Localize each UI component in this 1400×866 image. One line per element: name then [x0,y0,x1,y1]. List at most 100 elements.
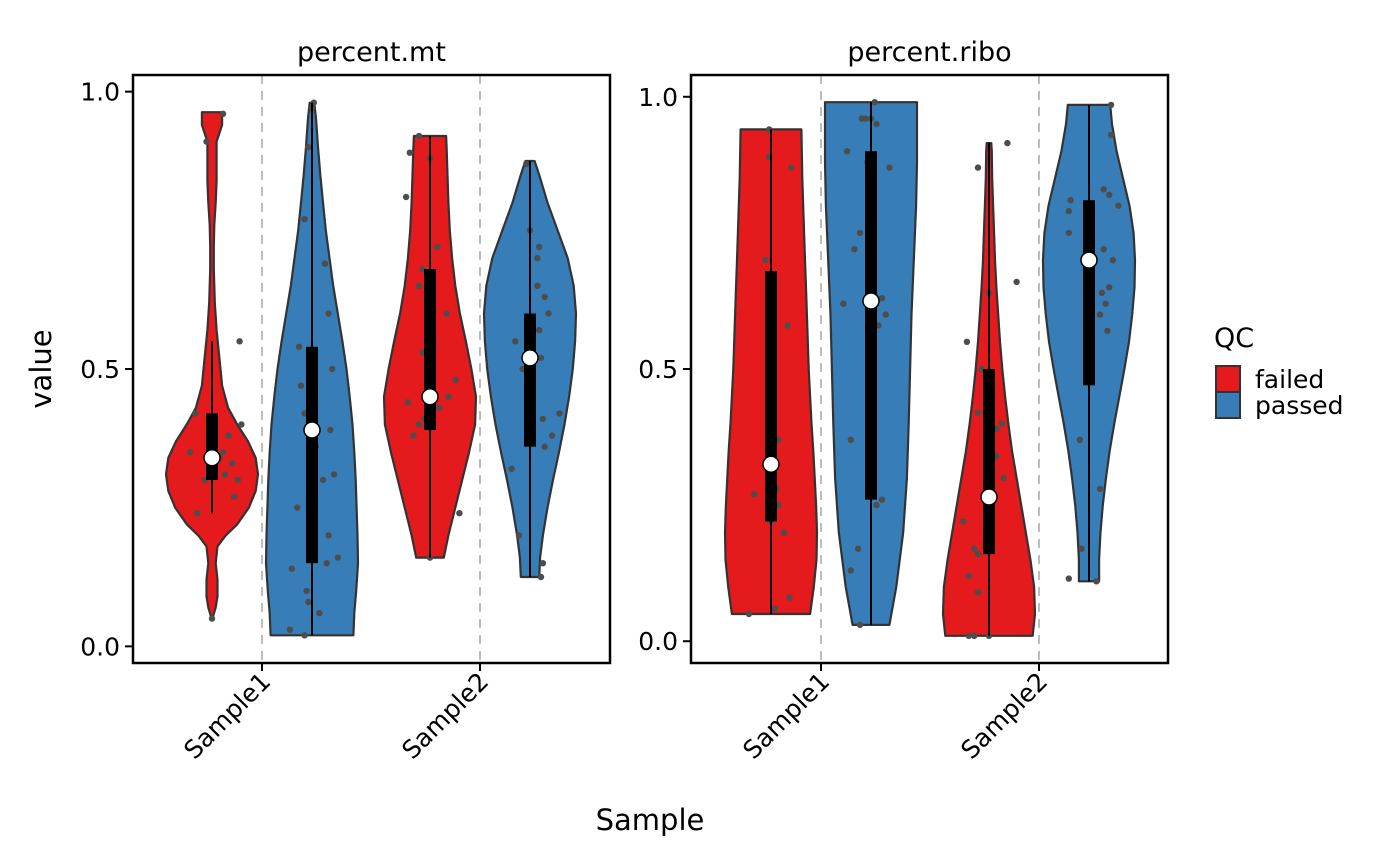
data-point [1076,436,1084,443]
data-point [508,465,515,472]
data-point [1065,207,1073,215]
data-point [1100,246,1107,253]
data-point [1104,327,1111,335]
data-point [856,229,864,237]
data-point [301,216,308,223]
data-point [788,164,795,171]
data-point [873,501,880,509]
data-point [843,148,851,155]
data-point [960,518,967,525]
data-point [295,343,303,350]
data-point [974,409,982,416]
data-point [327,426,334,434]
data-point [321,260,329,267]
data-point [786,594,793,601]
data-point [780,529,788,536]
data-point [548,432,556,439]
data-point [998,420,1006,427]
data-point [452,376,459,384]
data-point [329,365,336,373]
data-point [534,282,541,289]
y-axis-title: value [24,329,58,408]
panel-title: percent.ribo [847,37,1011,68]
data-point [771,605,778,612]
mean-marker [862,292,880,310]
data-point [847,567,854,574]
data-point [784,322,791,329]
mean-marker [203,449,221,467]
x-tick-label: Sample1 [737,667,835,765]
data-point [1013,278,1020,286]
legend-label-passed: passed [1255,391,1344,420]
data-point [1000,474,1007,482]
data-point [286,626,294,633]
data-point [323,560,330,567]
data-point [1115,202,1122,209]
violin-sample2-failed [941,139,1037,639]
violin-sample2-failed [382,132,478,561]
data-point [974,164,982,171]
mean-marker [1080,251,1098,269]
data-point [1078,545,1085,552]
data-point [194,510,201,517]
data-point [219,449,227,456]
data-point [541,443,548,450]
data-point [878,496,886,503]
data-point [974,550,982,558]
data-point [545,310,552,317]
x-tick-label: Sample1 [178,667,276,765]
y-tick-label: 0.0 [80,632,120,661]
data-point [534,254,541,262]
boxplot-iqr [865,151,877,500]
mean-marker [980,488,998,506]
boxplot-iqr [983,369,995,555]
violin-sample1-passed [823,99,919,629]
data-point [330,471,338,478]
violin-sample2-passed [1041,101,1137,585]
y-tick-label: 0.5 [638,355,678,384]
x-axis-title: Sample [596,803,705,837]
data-point [305,598,312,606]
data-point [434,243,441,251]
data-point [225,432,232,439]
y-tick-label: 0.0 [638,627,678,656]
data-point [851,246,858,253]
data-point [301,632,308,639]
data-point [971,545,978,552]
data-point [415,421,423,428]
data-point [294,504,301,511]
panel-percent-ribo: percent.ribo 0.0 0.5 1.0 Sample1 Sample2 [638,37,1170,765]
boxplot-iqr [1083,200,1095,386]
data-point [965,632,972,639]
data-point [297,382,305,389]
data-point [221,471,229,478]
data-point [219,110,227,118]
data-point [847,436,854,443]
y-tick-label: 0.5 [80,355,120,384]
data-point [1093,578,1100,585]
data-point [539,560,547,567]
data-point [406,149,413,156]
data-point [745,610,753,618]
data-point [1096,311,1104,318]
data-point [443,310,450,317]
violin-sample1-failed [723,126,819,618]
data-point [882,311,889,318]
x-tick-label: Sample2 [396,667,494,765]
violin-sample1-failed [164,110,260,622]
y-tick-label: 1.0 [80,78,120,107]
data-point [325,310,332,317]
data-point [1107,101,1115,109]
data-point [523,160,530,167]
data-point [319,476,327,484]
data-point [751,491,758,498]
data-point [1065,229,1073,237]
mean-marker [421,387,439,406]
legend-key-failed [1215,365,1241,393]
data-point [539,415,547,423]
data-point [1102,300,1109,307]
legend-key-passed [1215,391,1241,419]
data-point [971,632,978,639]
data-point [1098,289,1106,296]
